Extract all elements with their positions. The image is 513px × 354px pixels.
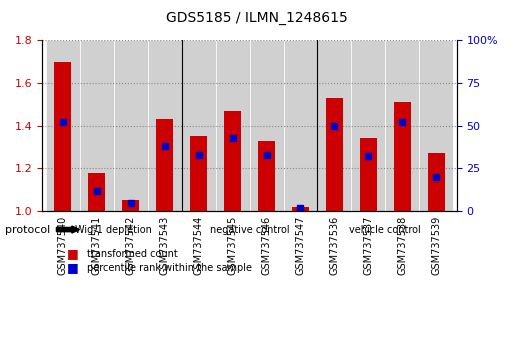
Bar — [54, 62, 71, 211]
Text: negative control: negative control — [210, 224, 289, 235]
FancyBboxPatch shape — [114, 40, 148, 211]
Text: ■: ■ — [67, 247, 78, 260]
Bar — [360, 138, 377, 211]
Bar — [326, 98, 343, 211]
Bar — [394, 102, 411, 211]
Bar — [88, 173, 105, 211]
Bar — [428, 153, 445, 211]
FancyBboxPatch shape — [46, 40, 80, 211]
FancyBboxPatch shape — [419, 40, 453, 211]
FancyBboxPatch shape — [284, 40, 318, 211]
FancyBboxPatch shape — [385, 40, 419, 211]
Bar — [156, 119, 173, 211]
Text: ■: ■ — [67, 261, 78, 274]
FancyBboxPatch shape — [215, 40, 249, 211]
FancyBboxPatch shape — [148, 40, 182, 211]
FancyBboxPatch shape — [80, 40, 114, 211]
Text: GDS5185 / ILMN_1248615: GDS5185 / ILMN_1248615 — [166, 11, 347, 25]
Text: vehicle control: vehicle control — [349, 224, 421, 235]
FancyBboxPatch shape — [249, 40, 284, 211]
Text: transformed count: transformed count — [87, 249, 178, 259]
FancyBboxPatch shape — [182, 40, 215, 211]
Bar — [292, 207, 309, 211]
Text: protocol: protocol — [5, 224, 50, 235]
Text: Wig-1 depletion: Wig-1 depletion — [75, 224, 152, 235]
Bar — [122, 200, 139, 211]
Bar — [190, 136, 207, 211]
FancyBboxPatch shape — [318, 40, 351, 211]
FancyBboxPatch shape — [351, 40, 385, 211]
Bar — [258, 141, 275, 211]
Text: percentile rank within the sample: percentile rank within the sample — [87, 263, 252, 273]
Bar — [224, 111, 241, 211]
